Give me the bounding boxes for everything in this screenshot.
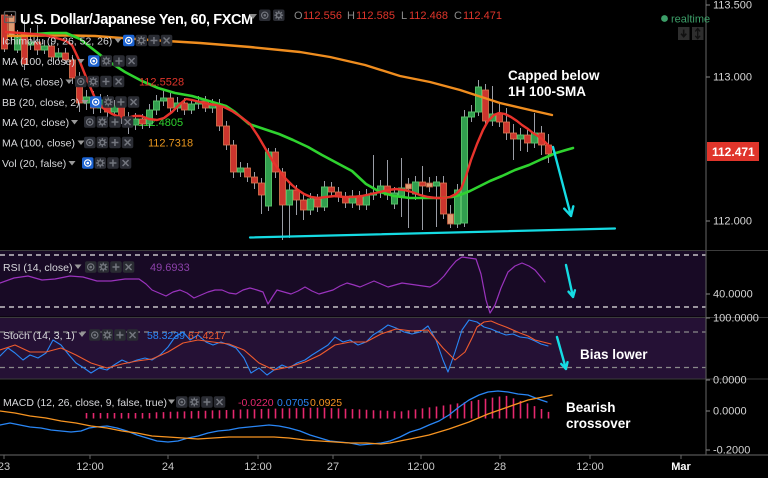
svg-text:-0.2000: -0.2000 — [713, 445, 750, 457]
svg-text:23: 23 — [0, 461, 10, 473]
svg-text:113.500: 113.500 — [713, 0, 752, 12]
svg-text:58.3239: 58.3239 — [147, 330, 185, 342]
svg-text:Bias lower: Bias lower — [580, 347, 648, 362]
svg-text:MA (100, close): MA (100, close) — [2, 56, 75, 68]
svg-text:27: 27 — [327, 461, 339, 473]
svg-text:Vol (20, false): Vol (20, false) — [2, 158, 66, 170]
svg-text:Mar: Mar — [671, 461, 691, 473]
svg-text:BB (20, close, 2): BB (20, close, 2) — [2, 97, 80, 109]
svg-text:12:00: 12:00 — [576, 461, 604, 473]
svg-text:24: 24 — [162, 461, 174, 473]
svg-text:113.000: 113.000 — [713, 72, 752, 84]
svg-text:realtime: realtime — [671, 14, 710, 26]
svg-text:Capped below: Capped below — [508, 68, 600, 83]
svg-text:0.0000: 0.0000 — [713, 375, 747, 387]
svg-text:Bearish: Bearish — [566, 400, 616, 415]
svg-text:MA (100, close): MA (100, close) — [2, 138, 75, 150]
svg-text:112.5528: 112.5528 — [139, 77, 184, 89]
svg-text:U.S. Dollar/Japanese Yen, 60,: U.S. Dollar/Japanese Yen, 60, FXCM — [20, 12, 253, 28]
svg-text:Stoch (14, 3, 1): Stoch (14, 3, 1) — [3, 330, 75, 342]
svg-text:12:00: 12:00 — [76, 461, 104, 473]
svg-text:112.7318: 112.7318 — [148, 138, 193, 150]
svg-text:L: L — [401, 10, 407, 22]
svg-text:40.0000: 40.0000 — [713, 289, 753, 301]
svg-text:112.468: 112.468 — [409, 10, 448, 22]
svg-text:112.471: 112.471 — [463, 10, 502, 22]
svg-text:C: C — [454, 10, 462, 22]
svg-text:MACD (12, 26, close, 9, false,: MACD (12, 26, close, 9, false, true) — [3, 397, 167, 409]
svg-text:67.4217: 67.4217 — [188, 330, 226, 342]
svg-text:crossover: crossover — [566, 416, 631, 431]
svg-text:12:00: 12:00 — [244, 461, 272, 473]
svg-text:28: 28 — [494, 461, 506, 473]
svg-text:RSI (14, close): RSI (14, close) — [3, 262, 72, 274]
svg-text:0.0705: 0.0705 — [277, 397, 309, 409]
svg-text:12:00: 12:00 — [407, 461, 435, 473]
svg-text:O: O — [294, 10, 303, 22]
svg-text:112.471: 112.471 — [712, 145, 755, 159]
svg-text:MA (20, close): MA (20, close) — [2, 117, 69, 129]
svg-text:112.585: 112.585 — [356, 10, 395, 22]
svg-text:Ichimoku (9, 26, 52, 26): Ichimoku (9, 26, 52, 26) — [2, 36, 112, 48]
svg-text:MA (5, close): MA (5, close) — [2, 77, 63, 89]
svg-text:100.0000: 100.0000 — [713, 313, 759, 325]
svg-text:49.6933: 49.6933 — [150, 262, 190, 274]
svg-text:1H 100-SMA: 1H 100-SMA — [508, 84, 586, 99]
svg-text:0.0000: 0.0000 — [713, 406, 747, 418]
svg-text:-0.0220: -0.0220 — [238, 397, 274, 409]
svg-text:112.000: 112.000 — [713, 216, 752, 228]
svg-text:0.0925: 0.0925 — [310, 397, 342, 409]
svg-text:H: H — [347, 10, 355, 22]
svg-text:112.556: 112.556 — [303, 10, 342, 22]
